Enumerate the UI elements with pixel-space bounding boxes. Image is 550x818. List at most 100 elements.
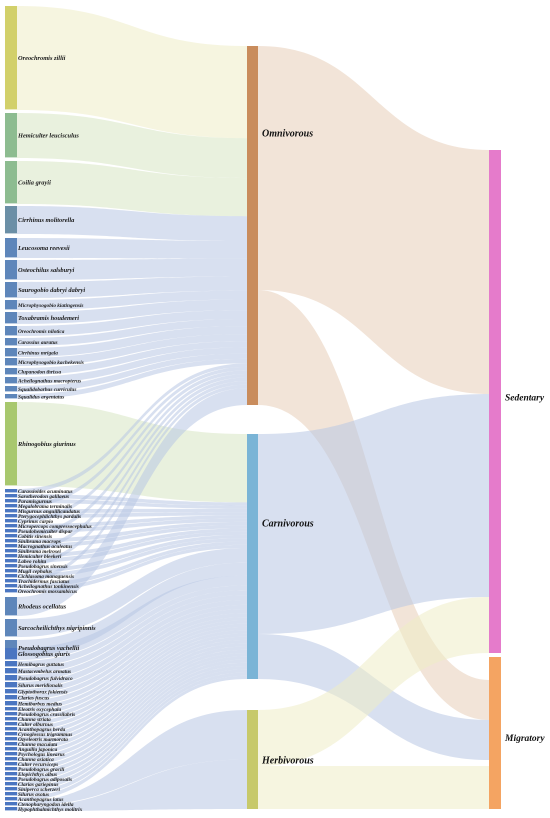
species-node-ctenopharyngodon-idella xyxy=(5,802,17,806)
link-cyprinus-carpio-to-omnivorous xyxy=(17,370,247,523)
link-sarcocheilichthys-nigripinnis-to-carnivorous xyxy=(17,547,247,637)
species-label-cynoglossus-trigrammus: Cynoglossus trigrammus xyxy=(18,732,72,738)
species-node-hemiculter-bleekeri xyxy=(5,554,17,558)
species-label-channa-striata: Channa striata xyxy=(18,717,51,723)
species-label-pseudobagrus-sinensis: Pseudobagrus sinensis xyxy=(18,564,68,570)
species-label-siniperca-scherzeri: Siniperca scherzeri xyxy=(18,787,60,793)
link-pseudobagrus-fulvidraco-to-carnivorous xyxy=(17,595,247,681)
link-oreochromis-mossambicus-to-carnivorous xyxy=(17,544,247,593)
link-carassius-auratus-to-omnivorous xyxy=(17,319,247,346)
species-label-hemibarbus-medius: Hemibarbus medius xyxy=(17,701,62,707)
species-label-channa-maculata: Channa maculata xyxy=(18,742,58,748)
link-labeo-rohita-to-carnivorous xyxy=(17,531,247,563)
species-label-acheilognathus-tonkinensis: Acheilognathus tonkinensis xyxy=(17,584,79,590)
herbivorous-label: Herbivorous xyxy=(261,756,314,767)
link-pseudobagrus-gracili-to-carnivorous xyxy=(17,656,247,771)
species-label-rhodeus-ocellatus: Rhodeus ocellatus xyxy=(17,604,67,611)
link-mugil-cephalus-to-carnivorous xyxy=(17,534,247,573)
link-cirrhinus-molitorella-to-omnivorous xyxy=(17,206,247,242)
species-label-pseudobagrus-gracili: Pseudobagrus gracili xyxy=(18,767,65,773)
species-node-microphysogobio-kiatingensis xyxy=(5,300,17,310)
link-macrognathus-aculeatus-to-carnivorous xyxy=(17,525,247,548)
link-herbivorous-to-sedentary xyxy=(258,597,489,766)
link-leucosoma-reevesii-to-omnivorous xyxy=(17,238,247,259)
species-label-eleotris-oxycephala: Eleotris oxycephala xyxy=(17,707,61,713)
species-label-hypophthalmichthys-molitrix: Hypophthalmichthys molitrix xyxy=(17,807,83,813)
species-label-sinibrama-melrosei: Sinibrama melrosei xyxy=(18,549,61,555)
link-cichlasoma-managuensis-to-carnivorous xyxy=(17,538,247,578)
species-label-ctenopharyngodon-idella: Ctenopharyngodon idella xyxy=(18,802,74,808)
link-clarias-gariepinus-to-carnivorous xyxy=(17,665,247,786)
species-node-pseudobagrus-gracili xyxy=(5,767,17,771)
link-hemibarbus-medius-to-carnivorous xyxy=(17,613,247,706)
species-node-channa-maculata xyxy=(5,742,17,746)
species-label-culter-alburnus: Culter alburnus xyxy=(18,722,53,728)
link-hemiculter-leucisculus-to-omnivorous xyxy=(17,113,247,179)
migratory-node xyxy=(489,657,501,809)
link-toxabramis-houdemeri-to-omnivorous xyxy=(17,299,247,324)
link-oreochromis-zillii-to-omnivorous xyxy=(17,6,247,139)
species-node-elopichthys-albus xyxy=(5,772,17,776)
species-label-osteochilus-salsburyi: Osteochilus salsburyi xyxy=(18,267,75,274)
species-node-sinibrama-melrosei xyxy=(5,549,17,553)
species-node-hemibarbus-medius xyxy=(5,701,17,706)
link-carassioides-acuminatus-to-omnivorous xyxy=(17,363,247,493)
species-node-anguilla-japonica xyxy=(5,747,17,751)
link-sinibrama-macrops-to-carnivorous xyxy=(17,521,247,543)
species-label-cyprinus-carpio: Cyprinus carpio xyxy=(18,519,54,525)
species-label-ozyeleotris-marmorata: Ozyeleotris marmorata xyxy=(18,737,68,743)
species-label-sarotherodon-galilaeus: Sarotherodon galilaeus xyxy=(18,494,69,500)
link-cynoglossus-trigrammus-to-carnivorous xyxy=(17,633,247,736)
species-node-trachidermus-fasciatus xyxy=(5,579,17,583)
species-label-carassioides-acuminatus: Carassioides acuminatus xyxy=(18,489,73,495)
species-label-pterygocephlichthys-pardalis: Pterygocephlichthys pardalis xyxy=(18,514,81,520)
species-node-labeo-rohita xyxy=(5,559,17,563)
species-node-osteochilus-salsburyi xyxy=(5,260,17,280)
species-node-mastacembelus-armatus xyxy=(5,668,17,674)
species-label-misgurnus-anguillicaudatus: Misgurnus anguillicaudatus xyxy=(17,509,80,515)
species-label-hemiculter-bleekeri: Hemiculter bleekeri xyxy=(17,554,62,560)
link-channa-asiatica-to-carnivorous xyxy=(17,649,247,761)
carnivorous-node xyxy=(247,434,258,679)
species-node-cobitis-sinensis xyxy=(5,534,17,538)
species-node-clupanodon-thrissa xyxy=(5,368,17,375)
species-node-acanthopagrus-berda xyxy=(5,727,17,731)
species-label-pseudohemiculter-dispar: Pseudohemiculter dispar xyxy=(18,529,73,535)
omnivorous-label: Omnivorous xyxy=(262,129,313,140)
species-label-culter-recurviceps: Culter recurviceps xyxy=(18,762,58,768)
species-label-micropercops-compressocephalus: Micropercops compressocephalus xyxy=(17,524,92,530)
species-label-mugil-cephalus: Mugil cephalus xyxy=(17,569,52,575)
species-label-psychologus-linearus: Psychologus linearus xyxy=(18,752,65,758)
species-label-labeo-rohita: Labeo rohita xyxy=(17,559,46,565)
species-label-paramisgurnus: Paramisgurnus xyxy=(18,499,52,505)
link-culter-alburnus-to-carnivorous xyxy=(17,626,247,726)
link-pseudobagrus-vachellii-to-carnivorous xyxy=(17,562,247,656)
species-node-psychologus-linearus xyxy=(5,752,17,756)
link-pseudohemiculter-dispar-to-carnivorous xyxy=(17,518,247,533)
species-node-cichlasoma-managuensis xyxy=(5,574,17,578)
link-elopichthys-albus-to-carnivorous xyxy=(17,659,247,776)
species-label-oreochromis-nilotica: Oreochromis nilotica xyxy=(18,329,65,335)
species-node-paramisgurnus xyxy=(5,499,17,503)
link-ozyeleotris-marmorata-to-carnivorous xyxy=(17,636,247,741)
link-squalidobarbus-curriculus-to-omnivorous xyxy=(17,353,247,392)
species-label-megalobrama-terminalis: Megalobrama terminalis xyxy=(17,504,72,510)
species-node-carassius-auratus xyxy=(5,338,17,346)
link-clarias-fuscus-to-carnivorous xyxy=(17,609,247,700)
species-label-pseudobagrus-vachellii: Pseudobagrus vachellii xyxy=(18,645,79,652)
link-channa-maculata-to-carnivorous xyxy=(17,639,247,746)
link-omnivorous-to-sedentary xyxy=(258,46,489,394)
species-label-coilia-grayii: Coilia grayii xyxy=(18,180,51,187)
link-clupanodon-thrissa-to-omnivorous xyxy=(17,341,247,375)
link-micropercops-compressocephalus-to-carnivorous xyxy=(17,515,247,528)
migratory-label: Migratory xyxy=(504,734,545,744)
species-label-cirrhinus-molitorella: Cirrhinus molitorella xyxy=(18,217,75,224)
species-node-microphysogobio-kachekensis xyxy=(5,358,17,366)
species-node-pseudobagrus-crassilabris xyxy=(5,712,17,716)
link-hypophthalmichthys-molitrix-to-herbivorous xyxy=(17,759,247,811)
species-node-eleotris-oxycephala xyxy=(5,707,17,711)
link-acheilognathus-tonkinensis-to-carnivorous xyxy=(17,541,247,588)
species-node-hemibagrus-guttatus xyxy=(5,661,17,667)
sedentary-node xyxy=(489,150,501,653)
link-pterygocephlichthys-pardalis-to-carnivorous xyxy=(17,512,247,518)
